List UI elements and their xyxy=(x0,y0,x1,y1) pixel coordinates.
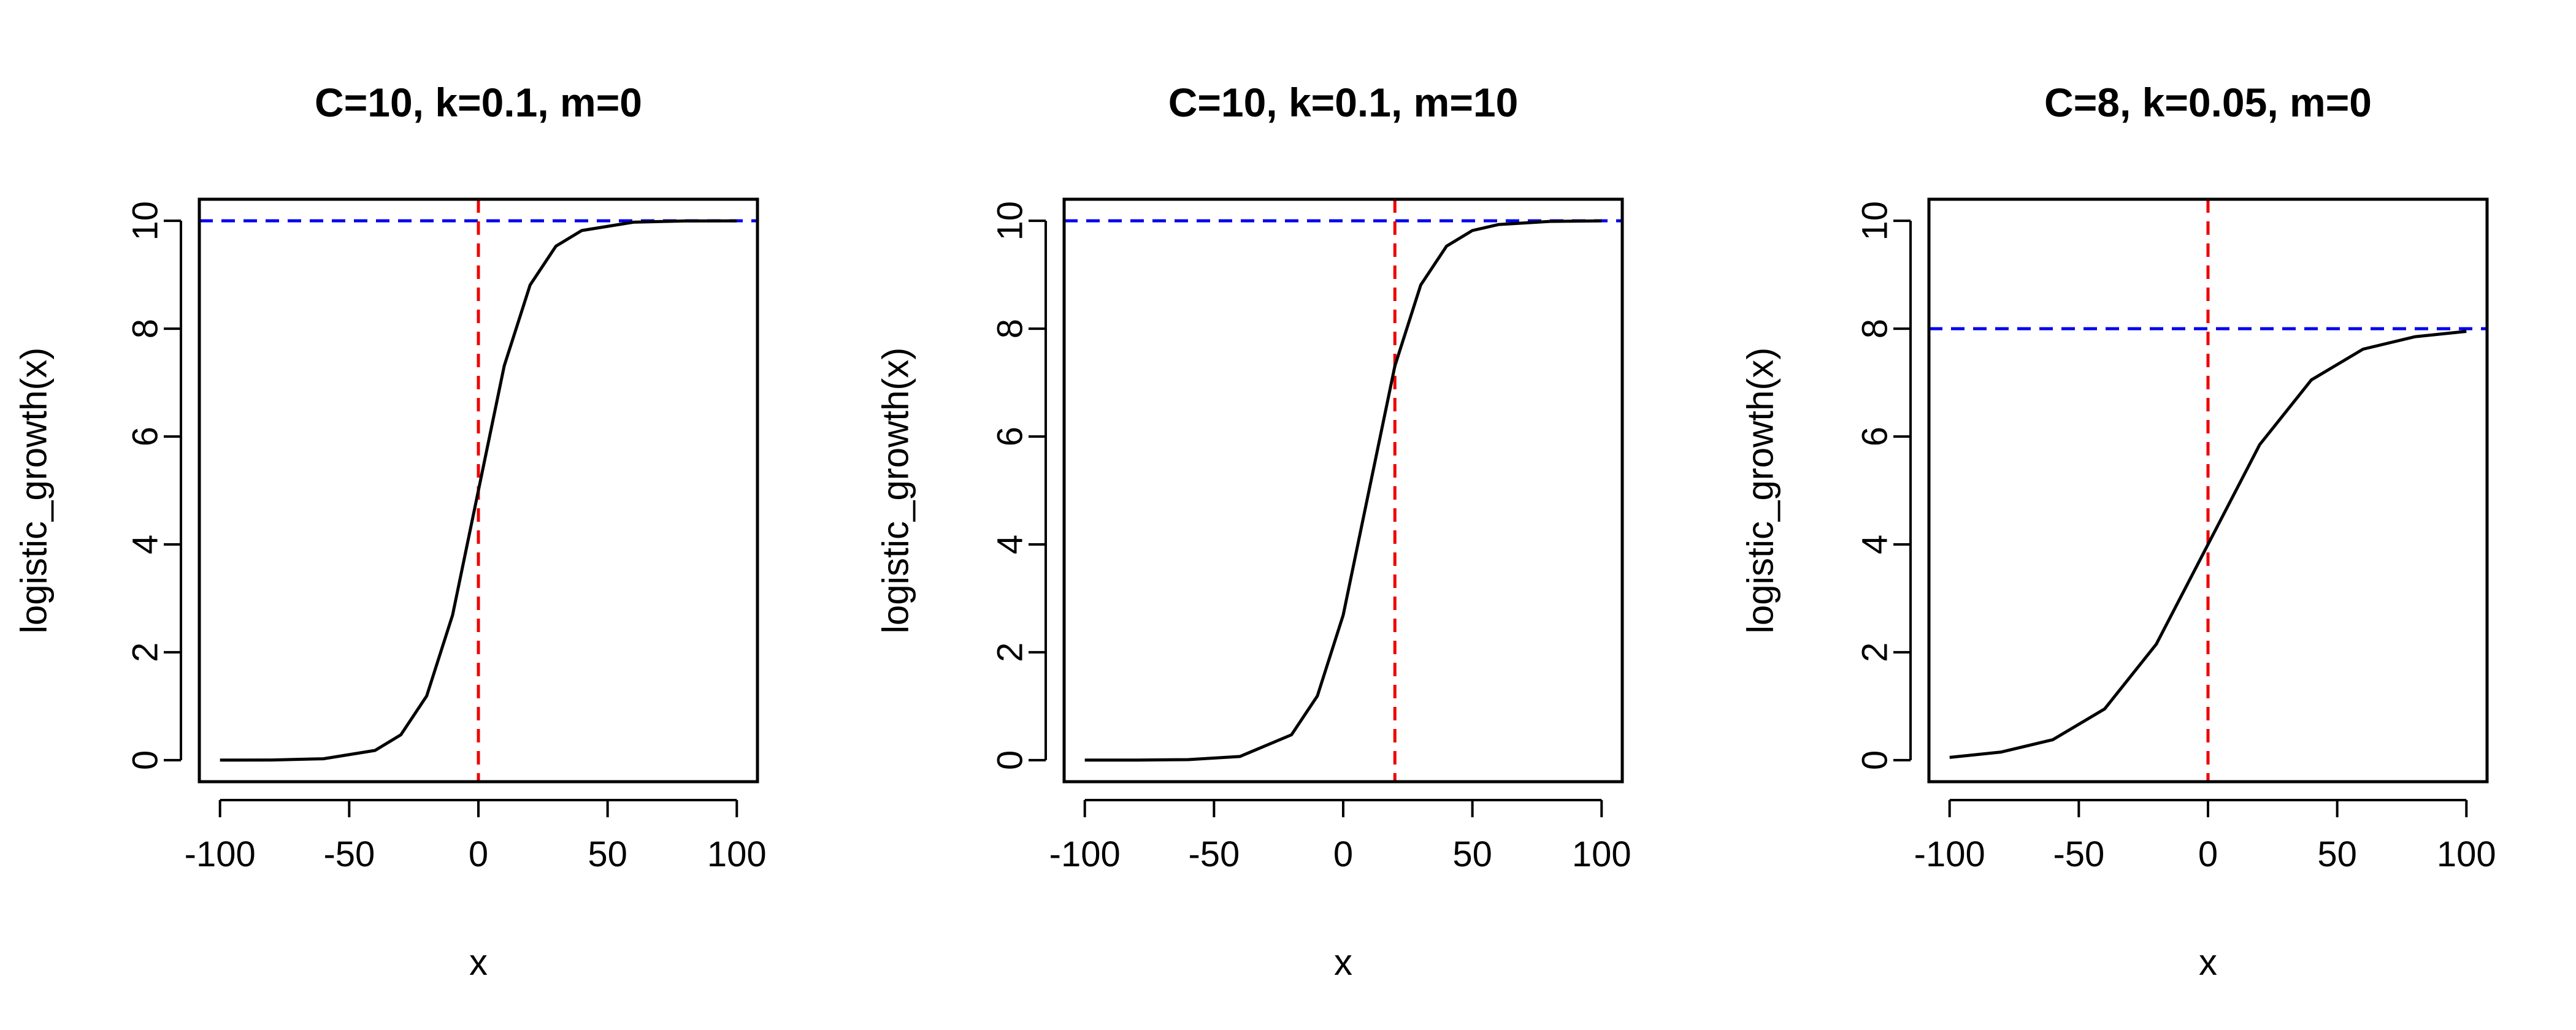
logistic-curve xyxy=(1084,219,1602,762)
x-tick-label: -50 xyxy=(1188,834,1240,874)
y-tick-label: 8 xyxy=(991,319,1030,338)
chart-title: C=8, k=0.05, m=0 xyxy=(2044,80,2372,125)
y-tick-label: 4 xyxy=(126,535,166,554)
y-tick-label: 0 xyxy=(1855,750,1895,770)
x-tick-label: -100 xyxy=(1049,834,1121,874)
chart-panel-3: -100 -50 0 50 100 0 2 4 6 8 10 C=8, k=0.05, m=0 x log… xyxy=(1740,80,2496,983)
y-tick-label: 2 xyxy=(126,643,166,662)
plot-frame xyxy=(197,197,759,784)
x-tick-label: -100 xyxy=(185,834,256,874)
x-axis-label: x xyxy=(1334,942,1352,983)
y-tick-label: 0 xyxy=(126,750,166,770)
y-tick-label: 6 xyxy=(991,427,1030,446)
logistic-curve xyxy=(1949,330,2467,759)
y-tick-label: 6 xyxy=(126,427,166,446)
chart-title: C=10, k=0.1, m=0 xyxy=(315,80,642,125)
x-tick-label: -100 xyxy=(1914,834,1985,874)
y-tick-label: 4 xyxy=(991,535,1030,554)
y-tick-label: 10 xyxy=(126,201,166,241)
x-axis-label: x xyxy=(2199,942,2217,983)
y-tick-label: 2 xyxy=(991,643,1030,662)
y-axis-label: logistic_growth(x) xyxy=(875,348,916,634)
plot-frame xyxy=(1062,197,1624,784)
x-tick-label: 0 xyxy=(1333,834,1353,874)
chart-panel-1: -100 -50 0 50 100 0 2 4 6 8 10 C=10, k=0.1, m=0 x log… xyxy=(13,80,767,983)
y-tick-label: 10 xyxy=(1855,201,1895,241)
x-tick-label: 100 xyxy=(2437,834,2496,874)
x-tick-label: -50 xyxy=(2053,834,2104,874)
logistic-curve xyxy=(220,219,737,762)
x-tick-label: 100 xyxy=(707,834,767,874)
y-axis-label: logistic_growth(x) xyxy=(1740,348,1781,634)
chart-title: C=10, k=0.1, m=10 xyxy=(1168,80,1519,125)
y-tick-label: 0 xyxy=(991,750,1030,770)
x-axis-label: x xyxy=(469,942,488,983)
x-tick-label: 100 xyxy=(1572,834,1631,874)
y-axis-label: logistic_growth(x) xyxy=(13,348,55,634)
y-tick-label: 4 xyxy=(1855,535,1895,554)
y-tick-label: 2 xyxy=(1855,643,1895,662)
x-tick-label: 50 xyxy=(588,834,627,874)
y-tick-label: 8 xyxy=(126,319,166,338)
y-tick-label: 6 xyxy=(1855,427,1895,446)
x-tick-label: 50 xyxy=(1452,834,1492,874)
y-tick-label: 8 xyxy=(1855,319,1895,338)
x-tick-label: -50 xyxy=(323,834,375,874)
plot-frame xyxy=(1927,197,2489,784)
chart-panel-2: -100 -50 0 50 100 0 2 4 6 8 10 C=10, k=0.1, m=10 x lo… xyxy=(875,80,1631,983)
x-tick-label: 0 xyxy=(2198,834,2218,874)
y-tick-label: 10 xyxy=(991,201,1030,241)
x-tick-label: 0 xyxy=(469,834,488,874)
x-tick-label: 50 xyxy=(2317,834,2357,874)
